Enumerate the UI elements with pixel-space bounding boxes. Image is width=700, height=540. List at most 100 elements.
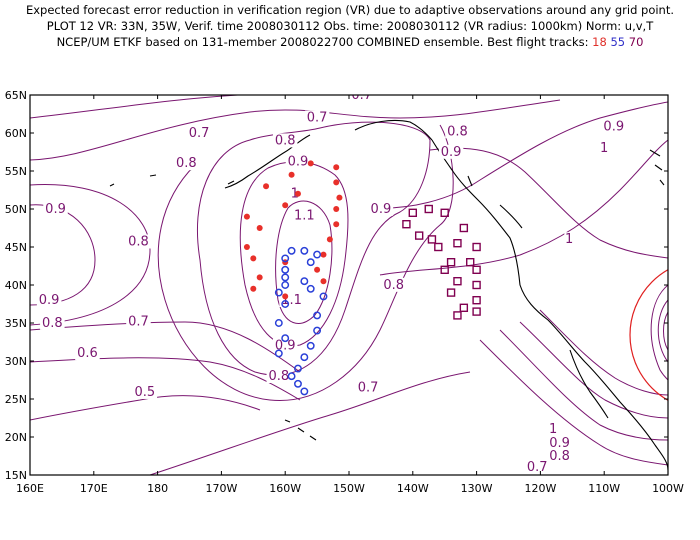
- contour-label-background: [601, 119, 627, 134]
- vr-contour-3: [663, 311, 668, 351]
- contour-label: 0.9: [39, 293, 60, 308]
- contour-label-background: [174, 156, 199, 171]
- contour-1.0-east: [429, 147, 668, 259]
- track-number-red: 18: [592, 35, 607, 49]
- alaska-south-coast: [354, 119, 433, 141]
- flight-track-red: [243, 160, 343, 300]
- vancouver-island: [499, 204, 523, 229]
- blue-track-point: [300, 387, 309, 396]
- title-line-2: PLOT 12 VR: 33N, 35W, Verif. time 200803…: [46, 19, 654, 33]
- lon-tick-label: 160W: [269, 482, 301, 495]
- contour-label-background: [292, 208, 317, 223]
- verification-region-circle: [629, 269, 668, 401]
- purple-track-point: [434, 242, 443, 252]
- contour-label: 0.9: [549, 436, 570, 451]
- lon-tick-label: 150W: [333, 482, 365, 495]
- blue-track-point: [306, 258, 315, 267]
- blue-track-point: [306, 284, 315, 293]
- contour-label-background: [304, 110, 330, 125]
- purple-track-point: [453, 277, 462, 286]
- blue-track-point: [281, 281, 290, 289]
- blue-track-point: [281, 265, 290, 274]
- baja-california: [569, 349, 609, 419]
- queen-charlotte-islands: [467, 175, 473, 187]
- contour-label: 0.9: [603, 120, 624, 135]
- red-track-point: [294, 190, 301, 197]
- lat-tick-label: 60N: [5, 127, 27, 140]
- red-track-point: [263, 183, 270, 190]
- purple-track-point: [427, 235, 437, 244]
- contour-0.7-southeast: [479, 339, 668, 466]
- contour-label: 0.7: [189, 126, 210, 141]
- lon-tick-label: 100W: [652, 482, 684, 495]
- contour-label-background: [43, 201, 68, 216]
- purple-track-point: [459, 303, 469, 312]
- lat-tick-label: 35N: [5, 317, 27, 330]
- purple-track-point: [408, 208, 417, 218]
- contour-0.9-central: [196, 121, 431, 376]
- purple-track-point: [472, 296, 481, 305]
- red-track-point: [314, 266, 321, 273]
- contour-label-background: [355, 380, 381, 395]
- contour-0.6: [30, 357, 301, 401]
- contour-label-background: [126, 314, 151, 329]
- north-american-west-coast: [431, 139, 668, 471]
- contour-label: 0.8: [42, 316, 63, 331]
- red-track-point: [282, 293, 289, 300]
- contour-0.8-east: [379, 139, 668, 276]
- purple-track-point: [440, 208, 449, 218]
- contour-label-background: [445, 124, 470, 139]
- purple-track-point: [472, 265, 481, 274]
- lon-tick-label: 160E: [16, 482, 44, 495]
- contour-0.9-west: [30, 204, 96, 306]
- contour-label-background: [381, 277, 406, 292]
- purple-track-point: [402, 219, 411, 229]
- purple-track-point: [446, 288, 456, 297]
- blue-track-point: [319, 292, 328, 301]
- contour-label-background: [266, 369, 292, 383]
- red-track-point: [250, 255, 257, 262]
- purple-track-point: [424, 204, 433, 214]
- contour-label-background: [36, 293, 62, 307]
- contour-label: 0.8: [383, 278, 404, 293]
- purple-track-point: [472, 280, 481, 290]
- title-line-3-text: NCEP/UM ETKF based on 131-member 2008022…: [56, 35, 589, 49]
- blue-track-point: [274, 288, 283, 297]
- contour-label-background: [524, 460, 550, 475]
- contour-label-background: [368, 201, 394, 216]
- contour-label: 0.5: [134, 385, 155, 400]
- blue-track-point: [300, 353, 309, 362]
- contour-label: 0.8: [176, 156, 197, 171]
- vr-contour-1: [650, 284, 668, 381]
- blue-track-point: [281, 334, 290, 343]
- red-track-point: [320, 251, 327, 258]
- blue-track-point: [281, 273, 290, 282]
- contour-field: 0.70.80.911.11.10.90.80.70.80.90.80.90.8…: [30, 95, 668, 475]
- contour-label: 1.1: [294, 209, 315, 224]
- contour-label: 0.9: [441, 145, 462, 160]
- blue-track-point: [281, 254, 290, 263]
- purple-track-point: [472, 307, 481, 316]
- contour-lines: [30, 95, 668, 475]
- vr-inner-contours: [650, 284, 668, 381]
- contour-0.7-south: [149, 371, 471, 475]
- blue-track-point: [274, 349, 283, 358]
- contour-0.8-west: [30, 184, 151, 326]
- coastlines: [109, 119, 668, 471]
- lat-tick-label: 20N: [5, 431, 27, 444]
- contour-label-background: [40, 315, 65, 330]
- lon-tick-label: 120W: [524, 482, 556, 495]
- red-track-point: [333, 179, 340, 186]
- contour-label-background: [599, 141, 609, 155]
- red-track-point: [288, 171, 295, 178]
- contour-0.8-southeast: [499, 329, 668, 441]
- lon-tick-label: 110W: [588, 482, 620, 495]
- contour-label-background: [285, 154, 311, 169]
- lat-tick-label: 55N: [5, 165, 27, 178]
- blue-track-point: [313, 311, 322, 320]
- contour-label: 0.8: [447, 124, 468, 139]
- lon-tick-label: 130W: [461, 482, 493, 495]
- contour-label: 0.7: [358, 380, 379, 395]
- purple-track-point: [440, 265, 449, 274]
- purple-track-point: [414, 231, 424, 240]
